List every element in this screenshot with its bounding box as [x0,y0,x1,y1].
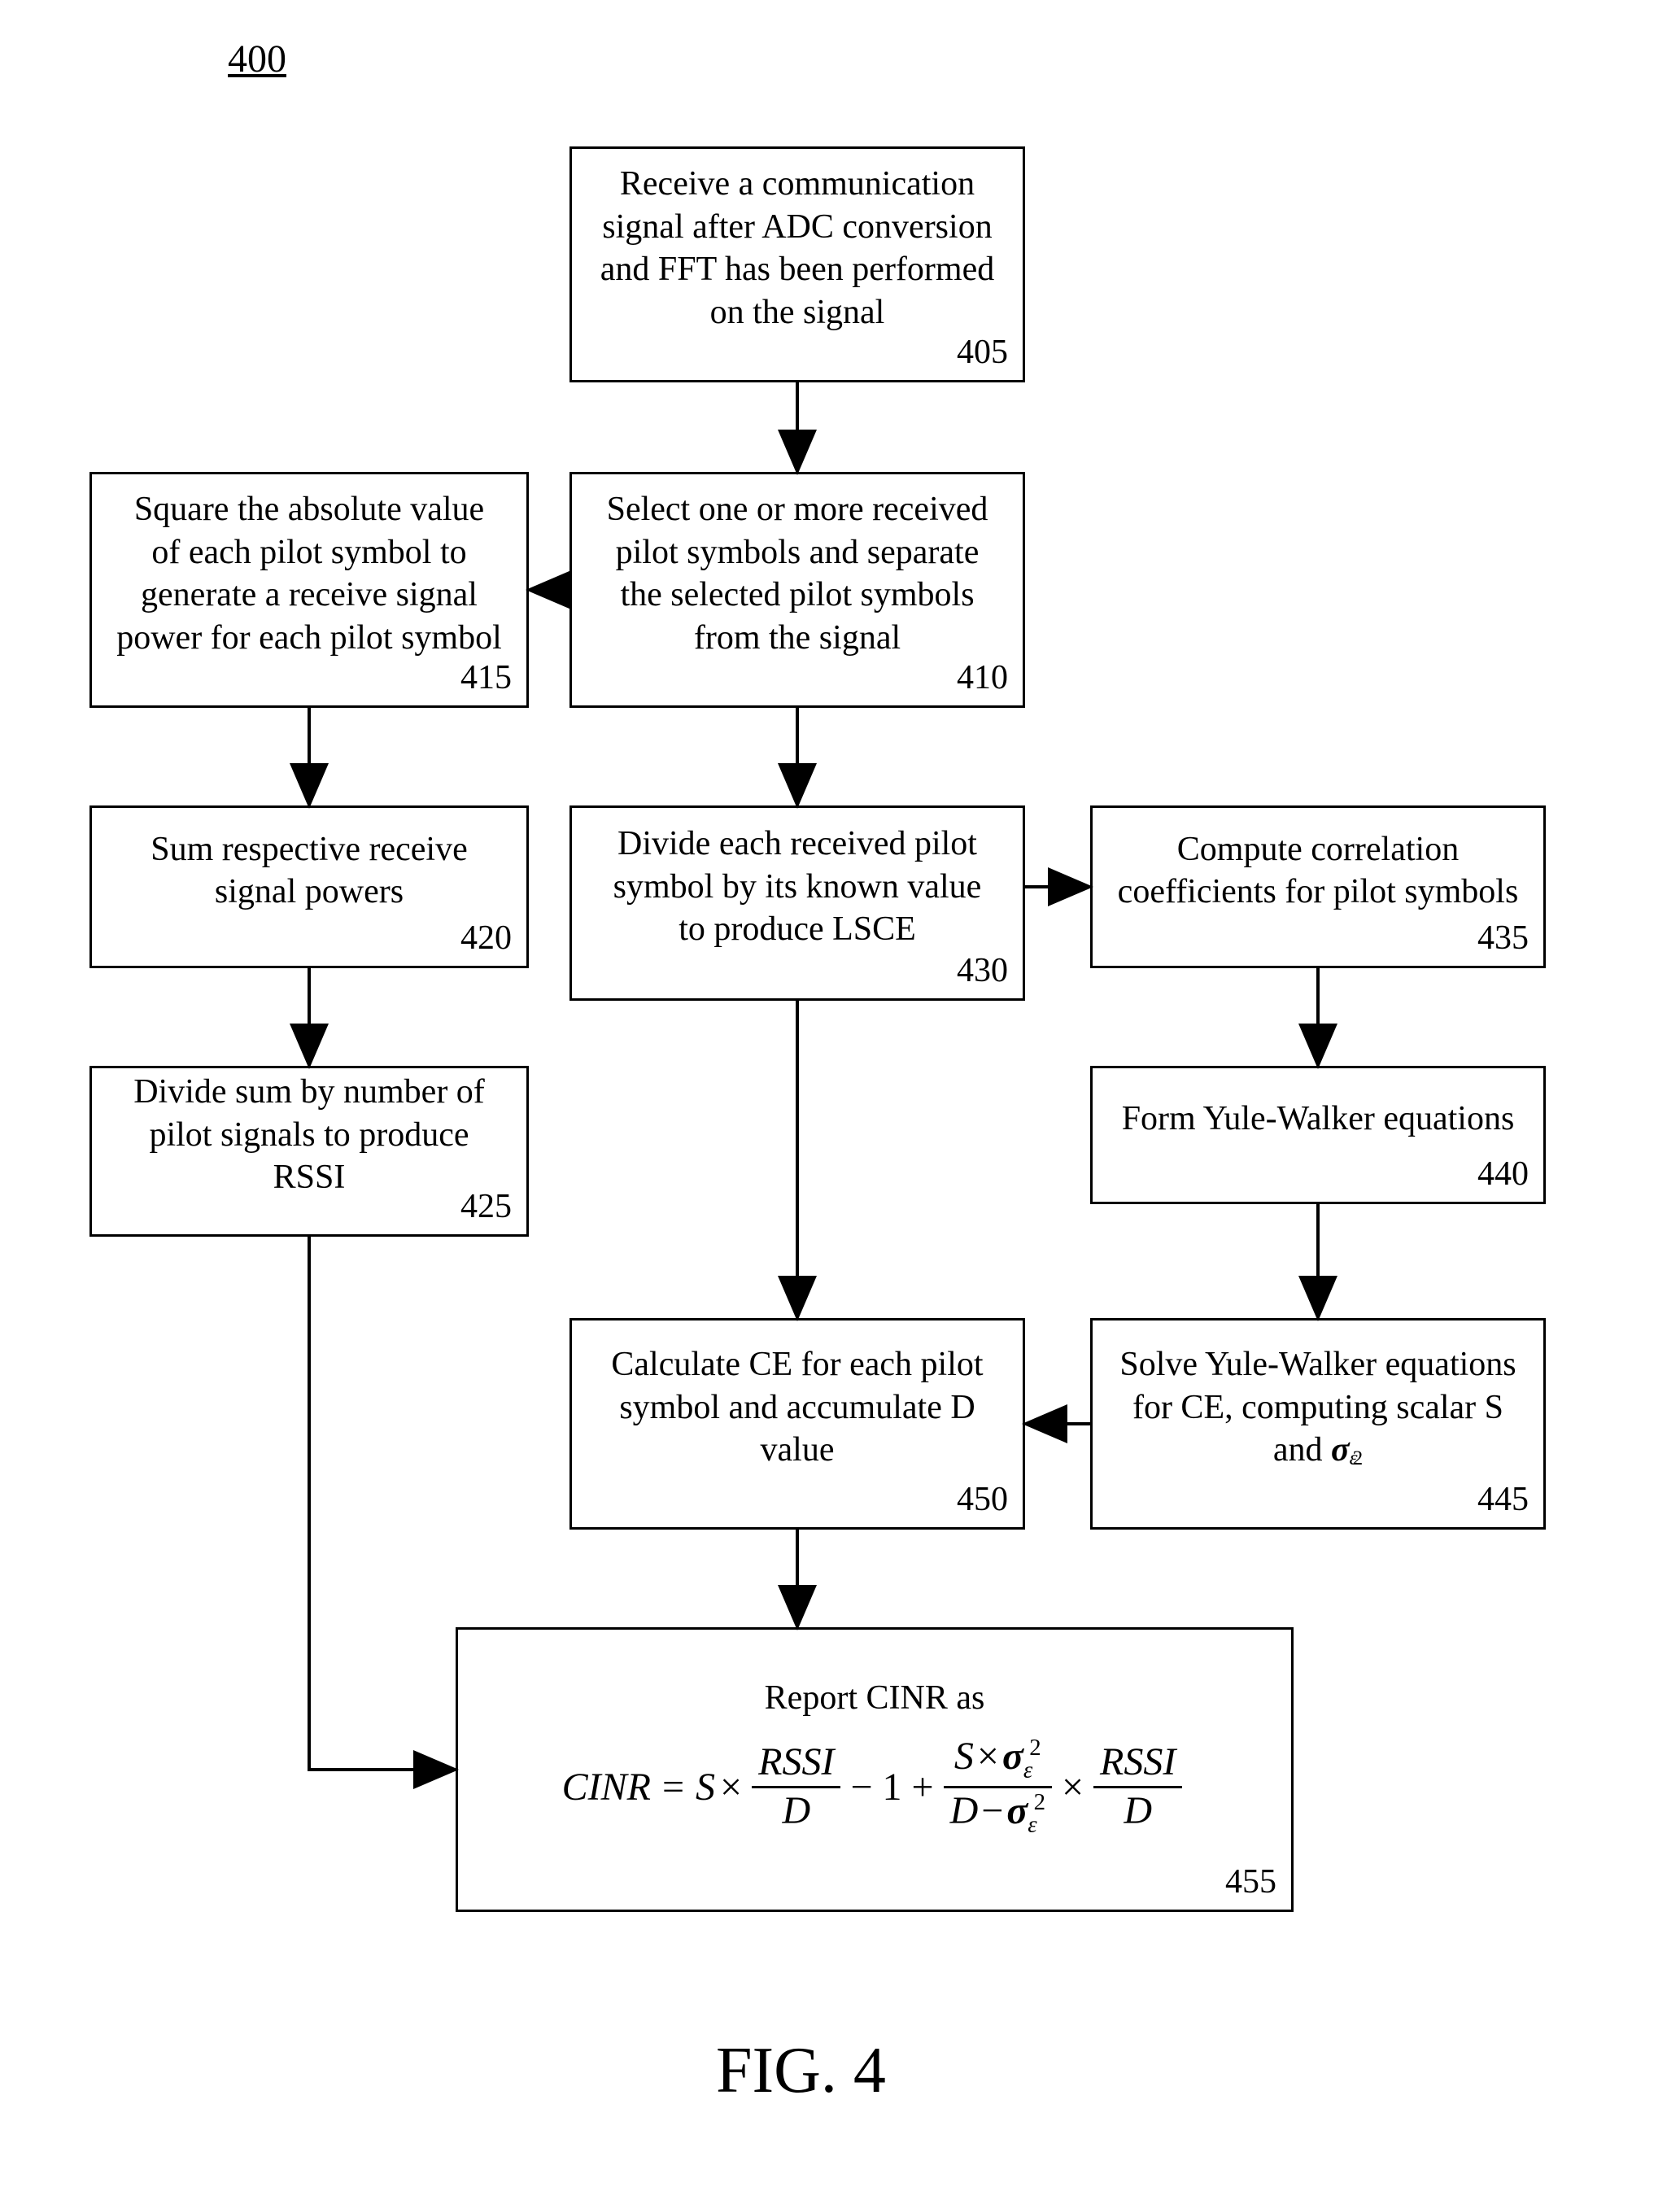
figure-label-400: 400 [228,37,286,81]
node-410-num: 410 [957,658,1008,697]
node-450-text: Calculate CE for each pilot symbol and a… [596,1343,998,1472]
node-420-text: Sum respective receive signal powers [116,828,502,914]
node-415-num: 415 [460,658,512,697]
node-410-text: Select one or more received pilot symbol… [596,488,998,659]
node-445: Solve Yule-Walker equations for CE, comp… [1090,1318,1546,1530]
page: 400 Receive a communication signal after… [0,0,1680,2187]
node-415: Square the absolute value of each pilot … [89,472,529,708]
figure-caption: FIG. 4 [716,2034,886,2108]
node-445-prefix: Solve Yule-Walker equations for CE, comp… [1119,1346,1516,1469]
node-455-num: 455 [1225,1862,1276,1901]
node-435: Compute correlation coefficients for pil… [1090,805,1546,968]
node-425-num: 425 [460,1187,512,1226]
node-405-text: Receive a communication signal after ADC… [596,163,998,334]
node-450: Calculate CE for each pilot symbol and a… [569,1318,1025,1530]
frac-rssi-d-icon: RSSI D [752,1741,840,1833]
node-405-num: 405 [957,333,1008,372]
node-405: Receive a communication signal after ADC… [569,146,1025,382]
node-440-num: 440 [1477,1155,1529,1194]
node-420-num: 420 [460,919,512,958]
node-435-num: 435 [1477,919,1529,958]
node-440: Form Yule-Walker equations 440 [1090,1066,1546,1204]
node-435-text: Compute correlation coefficients for pil… [1117,828,1519,914]
node-455-title: Report CINR as [765,1677,985,1720]
node-410: Select one or more received pilot symbol… [569,472,1025,708]
node-450-num: 450 [957,1480,1008,1519]
node-430: Divide each received pilot symbol by its… [569,805,1025,1001]
node-425: Divide sum by number of pilot signals to… [89,1066,529,1237]
node-440-text: Form Yule-Walker equations [1122,1098,1515,1141]
node-425-text: Divide sum by number of pilot signals to… [116,1071,502,1199]
node-445-text: Solve Yule-Walker equations for CE, comp… [1117,1343,1519,1472]
node-420: Sum respective receive signal powers 420 [89,805,529,968]
sigma-epsilon-sq-icon: σε2 [1331,1429,1363,1472]
cinr-formula: CINR = S × RSSI D − 1 + S×σε2 D−σε2 × [562,1735,1188,1838]
frac-s-sigma-icon: S×σε2 D−σε2 [944,1735,1052,1838]
node-415-text: Square the absolute value of each pilot … [116,488,502,659]
node-430-text: Divide each received pilot symbol by its… [596,823,998,951]
node-445-num: 445 [1477,1480,1529,1519]
frac-rssi-d2-icon: RSSI D [1093,1741,1182,1833]
node-430-num: 430 [957,951,1008,990]
node-455: Report CINR as CINR = S × RSSI D − 1 + S… [456,1627,1294,1912]
